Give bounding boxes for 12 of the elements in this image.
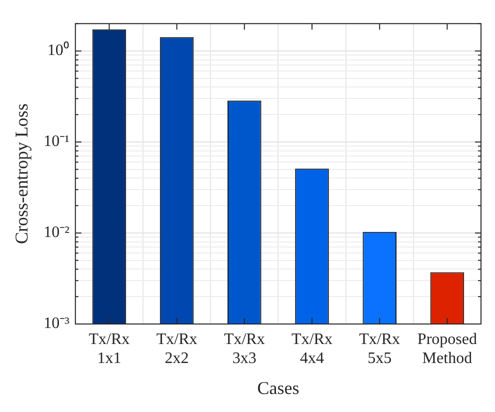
y-axis-title: Cross-entropy Loss [12,104,32,244]
x-tick-label: Tx/Rx 4x4 [292,330,332,368]
x-tick-label: Proposed Method [417,330,477,368]
x-axis-title: Cases [257,378,300,398]
x-tick-label: Tx/Rx 1x1 [88,330,130,368]
x-tick-label: Tx/Rx 2x2 [156,330,198,368]
y-tick-label: 10⁻² [44,224,70,242]
x-tick-label: Tx/Rx 3x3 [224,330,265,368]
y-tick-label: 10⁻³ [44,315,70,332]
y-tick-label: 10⁻¹ [44,133,70,150]
y-tick-label: 10⁰ [47,41,70,60]
x-tick-label: Tx/Rx 5x5 [359,330,400,368]
